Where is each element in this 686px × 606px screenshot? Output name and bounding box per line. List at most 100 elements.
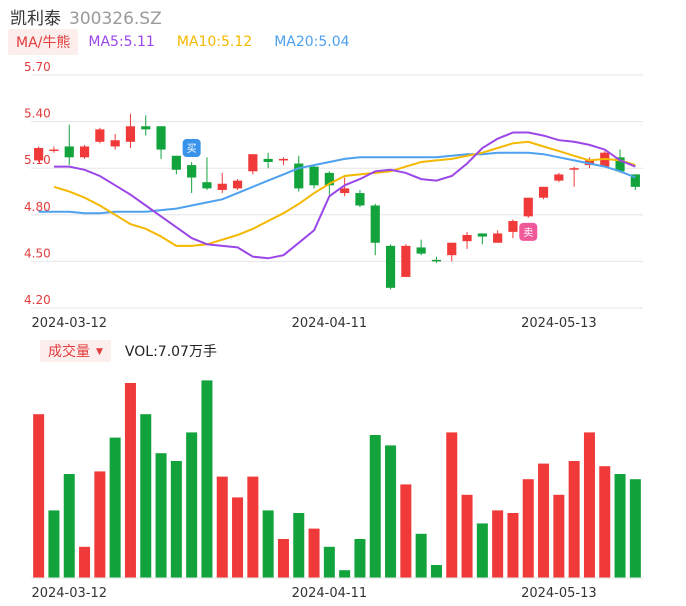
volume-bar [124, 383, 136, 578]
candle-body [294, 163, 304, 189]
price-axis-tick-label: 4.80 [24, 200, 51, 214]
price-x-axis-tick-label: 2024-03-12 [31, 316, 107, 331]
ma20-line [38, 151, 636, 215]
candle-body [64, 146, 74, 158]
candlestick [217, 172, 227, 194]
ma10-line [53, 140, 636, 247]
volume-bar [293, 513, 305, 578]
candle-body [554, 174, 564, 181]
volume-bar [385, 445, 397, 578]
price-axis-tick-label: 4.50 [24, 246, 51, 260]
volume-bar [308, 528, 320, 578]
volume-bar [476, 523, 488, 578]
volume-value-label: VOL:7.07万手 [124, 344, 217, 360]
ma20-legend-label: MA20:5.04 [274, 34, 350, 50]
candle-body [493, 233, 503, 243]
candle-body [248, 154, 258, 172]
candle-body [125, 126, 136, 142]
volume-bar [415, 533, 427, 578]
candlestick [202, 157, 212, 190]
volume-bar [400, 484, 412, 578]
volume-bar [79, 546, 91, 578]
price-axis-tick-label: 5.70 [24, 60, 51, 74]
candlestick [523, 197, 533, 218]
stock-name: 凯利泰 [10, 9, 61, 29]
candlestick [294, 155, 304, 192]
candlestick [309, 165, 319, 189]
candle-body [79, 146, 90, 158]
volume-bar [262, 510, 274, 578]
candle-body [508, 221, 518, 232]
candle-body [309, 166, 319, 186]
candlestick [263, 152, 273, 169]
candlestick [462, 231, 472, 249]
price-x-axis-tick-label: 2024-05-13 [521, 316, 597, 331]
volume-bar [461, 494, 473, 578]
candle-body [523, 197, 533, 217]
candlestick [125, 113, 136, 149]
volume-bar [339, 570, 351, 578]
candle-body [340, 188, 350, 194]
candlestick [385, 244, 396, 290]
candle-body [34, 148, 44, 161]
candle-body [462, 234, 472, 242]
candlestick [187, 161, 197, 194]
volume-bar [354, 539, 366, 578]
buy-marker-label: 买 [187, 143, 197, 155]
candlestick [232, 179, 243, 190]
candlestick [278, 157, 289, 166]
candlestick [79, 144, 90, 159]
volume-bar [568, 461, 580, 578]
ma5-legend-label: MA5:5.11 [88, 34, 155, 50]
volume-bar [614, 474, 626, 578]
candlestick [110, 134, 120, 150]
sell-marker: 卖 [519, 222, 538, 241]
volume-bar [63, 474, 75, 578]
candle-body [355, 193, 365, 206]
candlestick [340, 177, 350, 197]
candle-body [569, 168, 579, 170]
candlestick [538, 186, 549, 200]
candle-body [416, 247, 426, 254]
candlestick [569, 166, 579, 187]
volume-bar [186, 432, 198, 578]
volume-bar [446, 432, 458, 578]
dropdown-triangle-icon: ▼ [96, 347, 103, 357]
candlestick [447, 242, 457, 262]
volume-x-axis-tick-label: 2024-03-12 [31, 586, 107, 601]
buy-marker-background [182, 139, 201, 158]
candlestick [49, 146, 59, 153]
candle-body [615, 157, 625, 172]
volume-bar [48, 510, 60, 578]
volume-bar [522, 479, 534, 578]
buy-marker: 买 [182, 139, 201, 158]
candle-body [447, 242, 457, 256]
candle-body [630, 174, 640, 187]
volume-bar [201, 380, 213, 578]
candlestick [64, 124, 74, 166]
candlestick [370, 203, 380, 256]
volume-x-axis-tick-label: 2024-04-11 [292, 586, 368, 601]
candlestick [156, 126, 166, 159]
price-axis-tick-label: 5.40 [24, 107, 51, 121]
volume-bar [599, 466, 611, 578]
candle-body [49, 149, 59, 152]
volume-bar [94, 471, 106, 578]
candlestick [248, 154, 258, 175]
volume-bar [232, 497, 244, 578]
volume-bar [553, 494, 565, 578]
volume-x-axis-tick-label: 2024-05-13 [521, 586, 597, 601]
ma-selector-tag[interactable]: MA/牛熊 [8, 29, 79, 55]
candlestick [171, 155, 181, 175]
price-x-axis-tick-label: 2024-04-11 [292, 316, 368, 331]
ma-legend: MA/牛熊 MA5:5.11 MA10:5.12 MA20:5.04 [8, 29, 362, 55]
volume-bar [369, 435, 381, 578]
volume-indicator-tag[interactable]: 成交量 ▼ [40, 340, 111, 362]
ma10-legend-label: MA10:5.12 [176, 34, 253, 50]
candlestick [554, 172, 564, 183]
candlestick [508, 219, 518, 239]
candle-body [141, 126, 151, 130]
volume-bar [155, 453, 167, 578]
volume-bar [430, 565, 442, 578]
